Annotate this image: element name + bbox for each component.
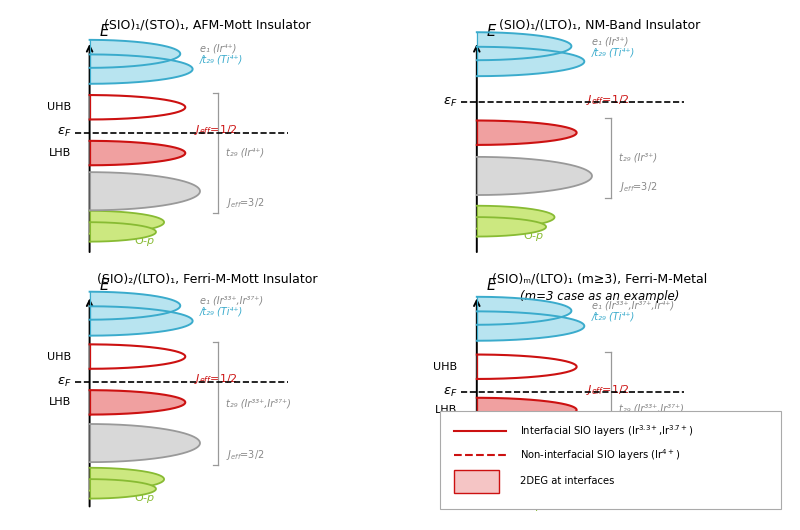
Text: UHB: UHB [47, 102, 71, 112]
Text: $\it{J}_{eff}$=3/2: $\it{J}_{eff}$=3/2 [226, 447, 264, 462]
Text: Non-interfacial SIO layers (Ir$^{4+}$): Non-interfacial SIO layers (Ir$^{4+}$) [521, 447, 681, 463]
Text: O-$p$: O-$p$ [523, 499, 545, 513]
Polygon shape [90, 211, 164, 234]
Text: $E$: $E$ [486, 23, 498, 39]
Text: O-$p$: O-$p$ [134, 491, 155, 506]
Polygon shape [90, 95, 186, 119]
Text: t₂₉ (Ir³³⁺,Ir³⁷⁺): t₂₉ (Ir³³⁺,Ir³⁷⁺) [619, 403, 684, 413]
Text: /t₂₉ (Ti⁴⁺): /t₂₉ (Ti⁴⁺) [592, 47, 635, 57]
Text: UHB: UHB [434, 362, 458, 372]
Polygon shape [477, 439, 592, 478]
Polygon shape [90, 424, 200, 462]
Polygon shape [477, 157, 592, 195]
Polygon shape [90, 306, 193, 335]
Text: $\it{J}_{eff}$=1/2: $\it{J}_{eff}$=1/2 [586, 383, 630, 396]
Polygon shape [477, 47, 584, 76]
Polygon shape [90, 40, 180, 68]
Text: UHB: UHB [47, 351, 71, 361]
Text: t₂₉ (Ir³⁺): t₂₉ (Ir³⁺) [619, 153, 657, 163]
Polygon shape [90, 222, 156, 242]
Polygon shape [90, 172, 200, 210]
Text: (SIO)₁/(LTO)₁, NM-Band Insulator: (SIO)₁/(LTO)₁, NM-Band Insulator [499, 18, 700, 31]
Text: $\varepsilon_F$: $\varepsilon_F$ [57, 375, 71, 388]
Text: (SIO)₂/(LTO)₁, Ferri-M-Mott Insulator: (SIO)₂/(LTO)₁, Ferri-M-Mott Insulator [97, 272, 318, 286]
Text: e₁ (Ir³⁺): e₁ (Ir³⁺) [592, 36, 628, 46]
Text: $E$: $E$ [99, 23, 110, 39]
Polygon shape [90, 141, 186, 165]
Text: $\it{J}_{eff}$=1/2: $\it{J}_{eff}$=1/2 [194, 123, 238, 137]
FancyBboxPatch shape [439, 411, 781, 509]
Text: LHB: LHB [435, 405, 458, 415]
Polygon shape [477, 421, 577, 445]
Polygon shape [90, 55, 193, 84]
Polygon shape [477, 206, 554, 228]
Text: $\it{J}_{eff}$=3/2: $\it{J}_{eff}$=3/2 [226, 196, 264, 210]
Text: $\it{J}_{eff}$=1/2: $\it{J}_{eff}$=1/2 [194, 373, 238, 386]
Polygon shape [90, 468, 164, 491]
Polygon shape [90, 390, 186, 414]
Text: LHB: LHB [49, 148, 71, 158]
Polygon shape [90, 292, 180, 320]
Text: (m=3 case as an example): (m=3 case as an example) [520, 290, 679, 304]
Text: $\varepsilon_F$: $\varepsilon_F$ [443, 386, 458, 399]
FancyBboxPatch shape [454, 470, 499, 493]
Text: LHB: LHB [49, 398, 71, 408]
Text: t₂₉ (Ir⁴⁺): t₂₉ (Ir⁴⁺) [226, 148, 264, 158]
Text: /t₂₉ (Ti⁴⁺): /t₂₉ (Ti⁴⁺) [200, 55, 243, 65]
Polygon shape [477, 32, 571, 60]
Text: e₁ (Ir⁴⁺): e₁ (Ir⁴⁺) [200, 44, 236, 54]
Text: $\varepsilon_F$: $\varepsilon_F$ [443, 95, 458, 109]
Text: $\varepsilon_F$: $\varepsilon_F$ [57, 126, 71, 139]
Text: 2DEG at interfaces: 2DEG at interfaces [521, 476, 615, 487]
Text: $\it{J}_{eff}$=3/2: $\it{J}_{eff}$=3/2 [619, 463, 657, 477]
Text: e₁ (Ir³³⁺,Ir³⁷⁺,Ir⁴⁺): e₁ (Ir³³⁺,Ir³⁷⁺,Ir⁴⁺) [592, 301, 674, 311]
Text: $\it{J}_{eff}$=3/2: $\it{J}_{eff}$=3/2 [619, 180, 657, 195]
Polygon shape [90, 344, 186, 369]
Text: $E$: $E$ [99, 277, 110, 293]
Text: O-$p$: O-$p$ [134, 234, 155, 249]
Text: $\it{J}_{eff}$=1/2: $\it{J}_{eff}$=1/2 [586, 93, 630, 107]
Text: t₂₉ (Ir³³⁺,Ir³⁷⁺): t₂₉ (Ir³³⁺,Ir³⁷⁺) [226, 398, 290, 408]
Text: Interfacial SIO layers (Ir$^{3.3+}$,Ir$^{3.7+}$): Interfacial SIO layers (Ir$^{3.3+}$,Ir$^… [521, 423, 694, 439]
Text: /t₂₉ (Ti⁴⁺): /t₂₉ (Ti⁴⁺) [592, 312, 635, 322]
Polygon shape [477, 311, 584, 341]
Polygon shape [477, 475, 554, 498]
Text: & t₂₉ (Ir⁴⁺): & t₂₉ (Ir⁴⁺) [619, 419, 668, 429]
Polygon shape [477, 297, 571, 325]
Polygon shape [477, 120, 577, 145]
Text: $E$: $E$ [486, 277, 498, 293]
Polygon shape [477, 355, 577, 379]
Polygon shape [477, 444, 577, 469]
Text: /t₂₉ (Ti⁴⁺): /t₂₉ (Ti⁴⁺) [200, 306, 243, 316]
Text: (SIO)₁/(STO)₁, AFM-Mott Insulator: (SIO)₁/(STO)₁, AFM-Mott Insulator [104, 18, 310, 31]
Text: e₁ (Ir³³⁺,Ir³⁷⁺): e₁ (Ir³³⁺,Ir³⁷⁺) [200, 296, 263, 306]
Polygon shape [477, 487, 546, 506]
Polygon shape [477, 398, 577, 422]
Polygon shape [477, 217, 546, 236]
Text: (SIO)ₘ/(LTO)₁ (m≥3), Ferri-M-Metal: (SIO)ₘ/(LTO)₁ (m≥3), Ferri-M-Metal [492, 272, 707, 286]
Polygon shape [90, 479, 156, 499]
Text: O-$p$: O-$p$ [523, 229, 545, 243]
